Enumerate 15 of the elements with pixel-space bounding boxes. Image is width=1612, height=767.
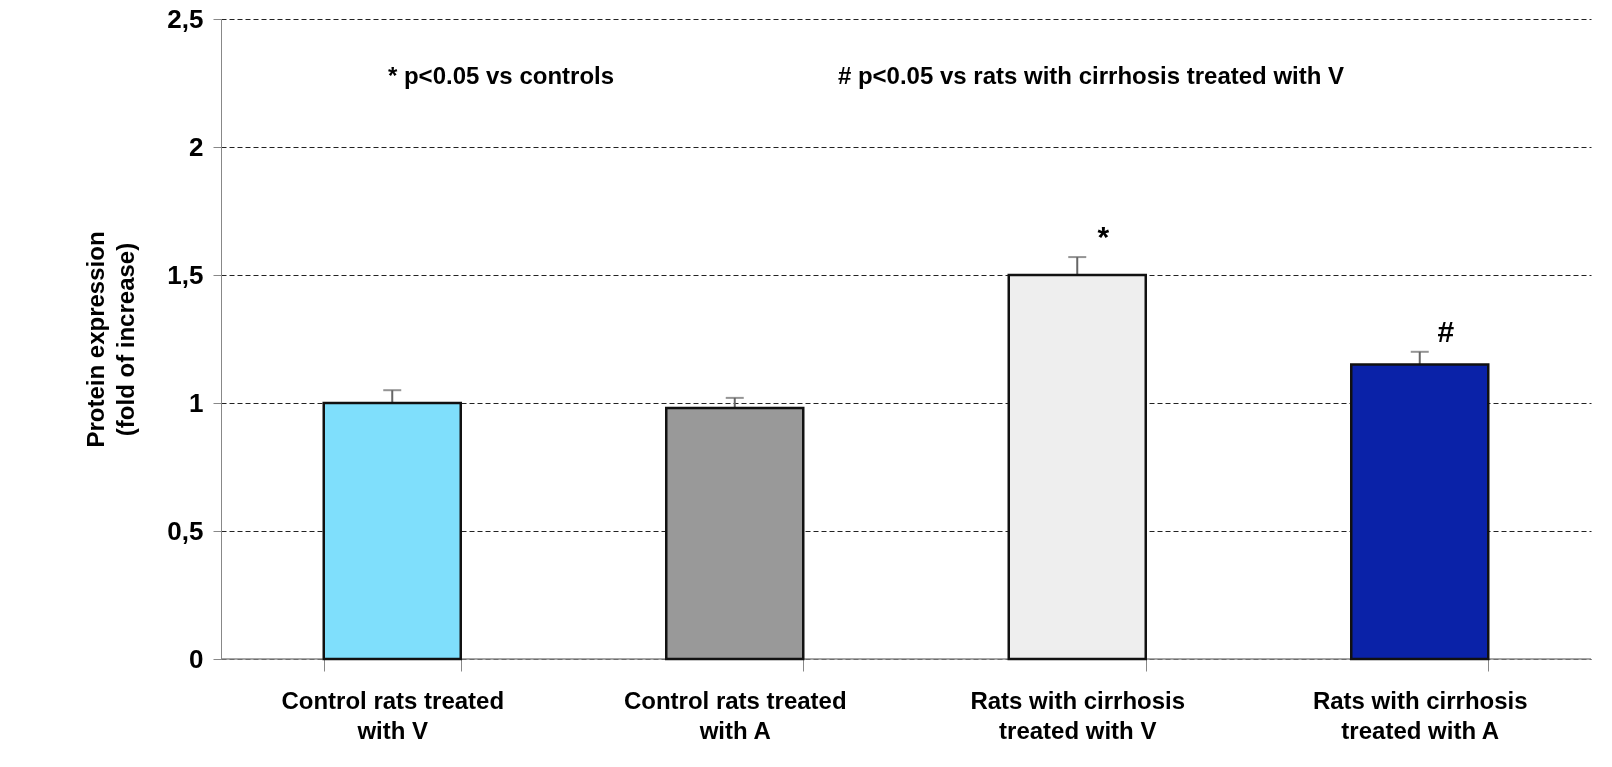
annotation: # p<0.05 vs rats with cirrhosis treated with V: [837, 62, 1345, 89]
x-tick-label: Control rats treated with V: [281, 686, 505, 744]
x-tick-label: Rats with cirrhosis treated with V: [970, 686, 1186, 744]
y-tick-label: 1,5: [167, 259, 204, 290]
y-tick-label: 1: [189, 387, 204, 418]
annotation: * p<0.05 vs controls: [387, 62, 615, 89]
y-tick-label: 0: [189, 643, 204, 674]
x-tick-label: Rats with cirrhosis treated with A: [1312, 686, 1528, 744]
y-tick-label: 0,5: [167, 515, 204, 546]
annotation: *: [1097, 220, 1110, 254]
annotation: #: [1437, 314, 1455, 348]
y-tick-label: 2: [189, 131, 204, 162]
y-axis-title: Protein expression (fold of increase): [82, 231, 140, 448]
y-tick-label: 2,5: [167, 3, 204, 34]
x-tick-label: Control rats treated with A: [623, 686, 847, 744]
